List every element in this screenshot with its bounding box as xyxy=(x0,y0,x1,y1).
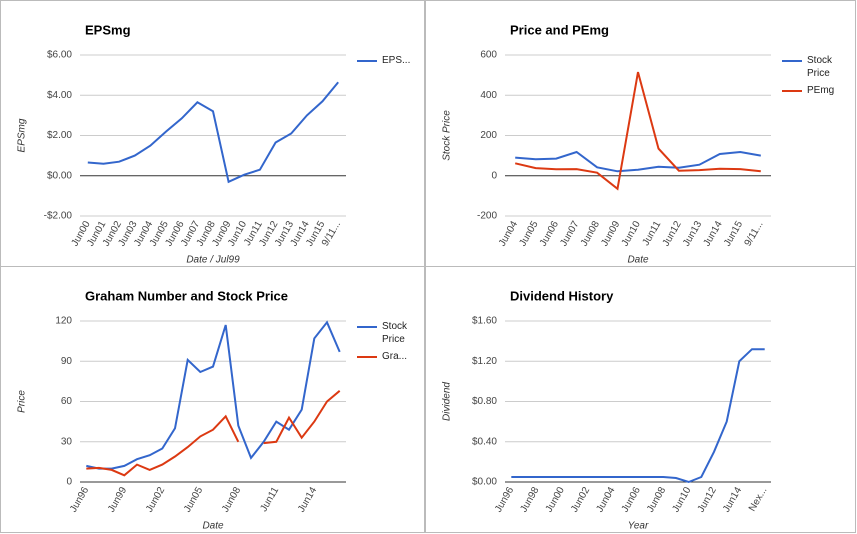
chart-title: Graham Number and Stock Price xyxy=(85,288,288,303)
y-tick-label: 0 xyxy=(491,170,497,181)
x-axis-title: Date / Jul99 xyxy=(186,255,240,266)
x-tick-label: Jun15 xyxy=(722,219,745,248)
x-tick-label: Jun09 xyxy=(599,219,622,248)
x-tick-label: Jun06 xyxy=(538,219,561,248)
x-axis-title: Date xyxy=(627,255,649,266)
legend-item: Stock Price xyxy=(807,55,833,79)
y-tick-label: $1.60 xyxy=(472,316,497,327)
y-tick-label: $1.20 xyxy=(472,356,497,367)
y-axis-title: Dividend xyxy=(442,382,453,421)
x-tick-label: Jun14 xyxy=(721,485,744,514)
x-tick-label: Jun06 xyxy=(620,485,643,514)
y-tick-label: 90 xyxy=(61,356,73,367)
x-tick-label: Jun10 xyxy=(620,219,643,248)
y-axis-title: EPSmg xyxy=(17,118,28,152)
series-line xyxy=(86,390,341,477)
chart-title: Price and PEmg xyxy=(510,22,609,37)
panel-border xyxy=(425,266,856,533)
y-tick-label: $4.00 xyxy=(47,90,72,101)
y-tick-label: 120 xyxy=(55,316,72,327)
x-tick-label: Jun05 xyxy=(517,219,540,248)
x-tick-label: Jun02 xyxy=(144,485,167,514)
x-tick-label: Jun04 xyxy=(497,219,520,248)
legend-item: PEmg xyxy=(807,85,835,96)
x-tick-label: Jun07 xyxy=(558,219,581,248)
x-tick-label: Jun11 xyxy=(258,485,281,514)
legend-item: Gra... xyxy=(382,351,408,362)
y-tick-label: -200 xyxy=(477,211,497,222)
chart-title: EPSmg xyxy=(85,22,131,37)
x-tick-label: Jun96 xyxy=(68,485,91,514)
y-tick-label: 60 xyxy=(61,396,73,407)
x-tick-label: 9/11... xyxy=(743,219,766,248)
x-tick-label: Jun08 xyxy=(645,485,668,514)
y-tick-label: 30 xyxy=(61,436,73,447)
x-tick-label: Jun05 xyxy=(182,485,205,514)
legend-label: EPS... xyxy=(382,55,411,66)
y-tick-label: $2.00 xyxy=(47,130,72,141)
x-tick-label: Jun99 xyxy=(106,485,129,514)
legend-label: Stock Price xyxy=(382,321,408,345)
y-tick-label: 0 xyxy=(66,477,72,488)
x-tick-label: Jun08 xyxy=(220,485,243,514)
series-line xyxy=(515,150,761,173)
x-tick-label: Jun13 xyxy=(681,219,704,248)
legend-item: EPS... xyxy=(382,55,411,66)
x-tick-label: Nex... xyxy=(747,485,770,513)
x-tick-label: Jun98 xyxy=(518,485,541,514)
legend-label: PEmg xyxy=(807,85,835,96)
x-axis-title: Date xyxy=(202,521,224,532)
x-tick-label: Jun08 xyxy=(579,219,602,248)
x-axis-title: Year xyxy=(628,521,649,532)
series-line xyxy=(514,71,761,191)
y-tick-label: $0.00 xyxy=(472,477,497,488)
x-tick-label: Jun12 xyxy=(661,219,684,248)
x-tick-label: Jun14 xyxy=(296,485,319,514)
y-axis-title: Price xyxy=(17,390,28,413)
x-tick-label: Jun02 xyxy=(569,485,592,514)
panel-border xyxy=(0,266,425,533)
y-tick-label: -$2.00 xyxy=(44,211,73,222)
x-tick-label: Jun12 xyxy=(696,485,719,514)
x-tick-label: Jun10 xyxy=(670,485,693,514)
y-tick-label: $0.80 xyxy=(472,396,497,407)
x-tick-label: Jun00 xyxy=(544,485,567,514)
series-line xyxy=(87,81,339,184)
y-tick-label: $6.00 xyxy=(47,50,72,61)
legend-label: Gra... xyxy=(382,351,408,362)
y-tick-label: 600 xyxy=(480,50,497,61)
series-line xyxy=(86,320,341,470)
series-line xyxy=(511,348,765,484)
legend-item: Stock Price xyxy=(382,321,408,345)
chart-title: Dividend History xyxy=(510,288,614,303)
y-tick-label: $0.00 xyxy=(47,170,72,181)
x-tick-label: Jun96 xyxy=(493,485,516,514)
y-tick-label: $0.40 xyxy=(472,436,497,447)
y-tick-label: 200 xyxy=(480,130,497,141)
y-axis-title: Stock Price xyxy=(442,110,453,161)
y-tick-label: 400 xyxy=(480,90,497,101)
x-tick-label: Jun14 xyxy=(702,219,725,248)
legend-label: Stock Price xyxy=(807,55,833,79)
x-tick-label: Jun04 xyxy=(594,485,617,514)
